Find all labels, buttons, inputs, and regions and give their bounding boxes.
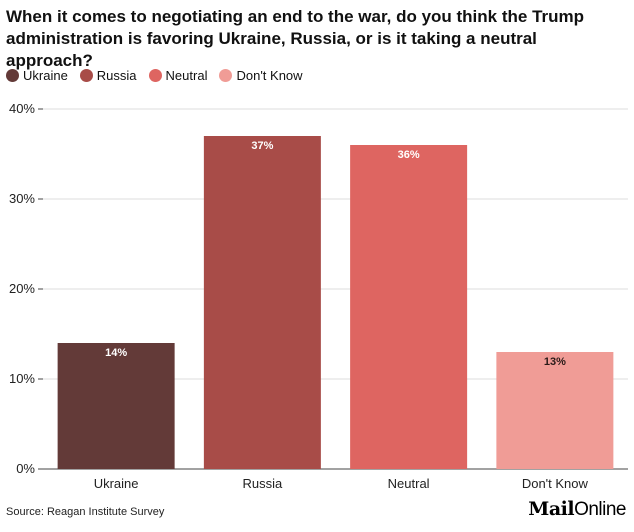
legend-item-dont-know: Don't Know <box>219 68 303 83</box>
logo-mail: Mail <box>528 498 575 520</box>
legend-label-neutral: Neutral <box>165 68 208 83</box>
y-tick-label: 20% <box>9 281 35 296</box>
y-tick-label: 40% <box>9 101 35 116</box>
source-note: Source: Reagan Institute Survey <box>6 506 165 518</box>
legend-item-ukraine: Ukraine <box>6 68 68 83</box>
bar <box>350 145 468 469</box>
mailonline-logo: MailOnline <box>528 498 626 521</box>
x-tick-label: Don't Know <box>522 476 589 491</box>
legend-label-russia: Russia <box>96 68 137 83</box>
logo-online: Online <box>574 499 626 520</box>
bar <box>496 352 614 469</box>
y-tick-label: 10% <box>9 371 35 386</box>
legend-item-russia: Russia <box>79 68 137 83</box>
data-label: 13% <box>544 356 566 368</box>
chart-title: When it comes to negotiating an end to t… <box>6 7 585 70</box>
x-tick-label: Ukraine <box>94 476 139 491</box>
bar <box>203 136 321 469</box>
bar <box>57 343 175 469</box>
data-label: 37% <box>251 140 273 152</box>
legend-label-dont-know: Don't Know <box>236 68 303 83</box>
legend-swatch-dont-know <box>219 69 233 82</box>
legend-swatch-neutral <box>148 69 162 82</box>
legend-label-ukraine: Ukraine <box>23 68 68 83</box>
data-label: 36% <box>398 149 420 161</box>
x-tick-label: Neutral <box>388 476 430 491</box>
y-tick-label: 0% <box>16 461 35 476</box>
legend-swatch-russia <box>79 69 93 82</box>
data-label: 14% <box>105 347 127 359</box>
y-tick-label: 30% <box>9 191 35 206</box>
bar-chart: 0% 10% 20% 30% 40% 14% Ukraine 37% Russia 36% Neut… <box>9 101 628 491</box>
legend-swatch-ukraine <box>6 69 19 82</box>
legend-item-neutral: Neutral <box>148 68 208 83</box>
legend: Ukraine Russia Neutral Don't Know <box>6 68 315 83</box>
x-tick-label: Russia <box>243 476 284 491</box>
